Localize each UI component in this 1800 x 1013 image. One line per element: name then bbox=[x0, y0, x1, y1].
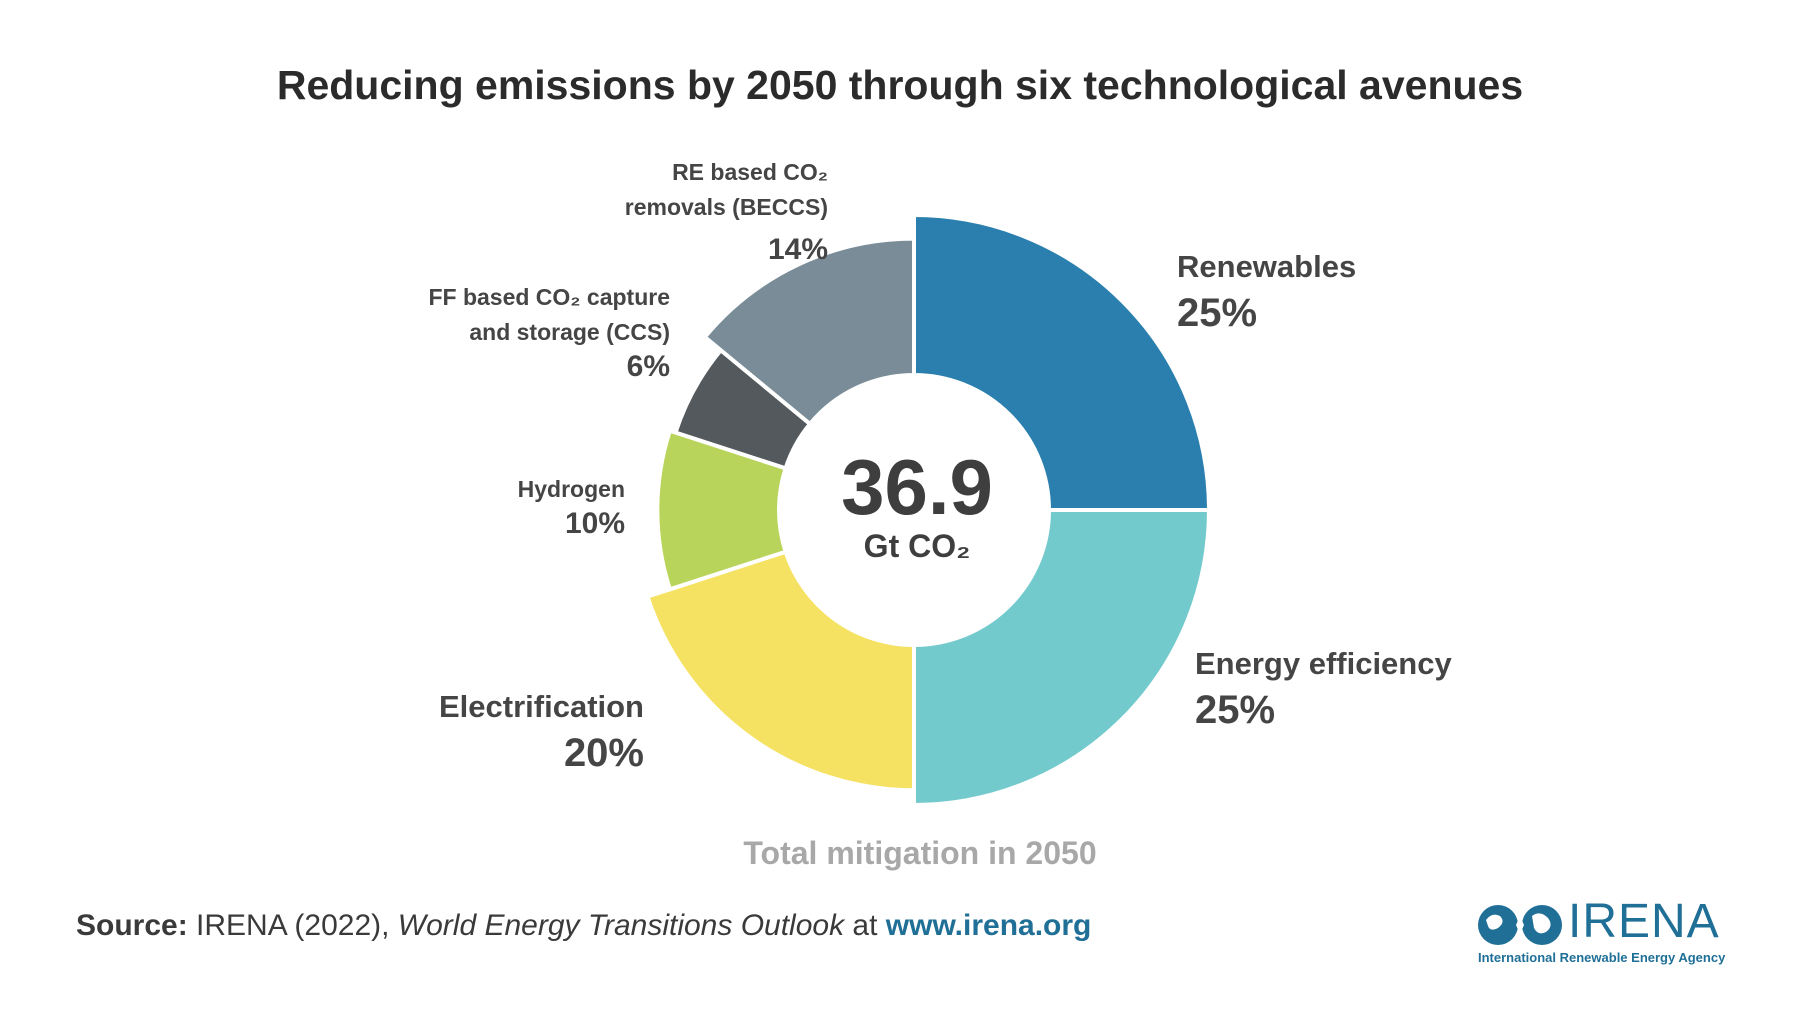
label-beccs: RE based CO₂ removals (BECCS) 14% bbox=[578, 155, 828, 267]
total-mitigation-caption: Total mitigation in 2050 bbox=[743, 835, 1097, 871]
slice-electrification bbox=[644, 549, 916, 793]
label-electrification-name: Electrification bbox=[439, 689, 644, 724]
source-note: Source: IRENA (2022), World Energy Trans… bbox=[76, 909, 1091, 943]
slice-hydrogen bbox=[655, 428, 789, 592]
slice-efficiency bbox=[912, 508, 1212, 808]
center-total: 36.9 Gt CO₂ bbox=[815, 446, 1019, 565]
label-electrification: Electrification 20% bbox=[380, 689, 644, 776]
label-hydrogen-value: 10% bbox=[564, 507, 625, 540]
irena-logo: IRENA International Renewable Energy Age… bbox=[1476, 895, 1736, 968]
source-connector: at bbox=[844, 909, 886, 942]
source-org: IRENA (2022), bbox=[187, 909, 398, 942]
label-hydrogen: Hydrogen 10% bbox=[440, 472, 625, 541]
label-renewables-value: 25% bbox=[1177, 291, 1258, 335]
label-energy-efficiency-value: 25% bbox=[1195, 688, 1276, 732]
chart-title: Reducing emissions by 2050 through six t… bbox=[276, 62, 1524, 108]
label-renewables-name: Renewables bbox=[1177, 249, 1357, 284]
source-url-link[interactable]: www.irena.org bbox=[885, 909, 1092, 942]
slice-beccs bbox=[702, 236, 916, 427]
center-total-unit: Gt CO₂ bbox=[863, 528, 971, 564]
label-beccs-name: RE based CO₂ removals (BECCS) bbox=[624, 159, 828, 220]
source-publication: World Energy Transitions Outlook bbox=[397, 909, 845, 942]
label-renewables: Renewables 25% bbox=[1177, 249, 1356, 336]
label-energy-efficiency: Energy efficiency 25% bbox=[1195, 646, 1452, 733]
label-ccs: FF based CO₂ capture and storage (CCS) 6… bbox=[410, 280, 670, 384]
donut-slices bbox=[644, 212, 1212, 808]
label-hydrogen-name: Hydrogen bbox=[517, 476, 625, 502]
logo-name: IRENA bbox=[1568, 895, 1720, 948]
slice-renewables bbox=[912, 212, 1212, 512]
label-beccs-value: 14% bbox=[767, 233, 828, 266]
globe-logo-icon bbox=[1478, 905, 1562, 945]
source-prefix: Source: bbox=[76, 909, 188, 942]
label-electrification-value: 20% bbox=[563, 731, 644, 775]
label-energy-efficiency-name: Energy efficiency bbox=[1195, 646, 1452, 681]
center-total-value: 36.9 bbox=[841, 443, 993, 531]
label-ccs-value: 6% bbox=[626, 350, 670, 383]
label-ccs-name: FF based CO₂ capture and storage (CCS) bbox=[428, 284, 670, 345]
logo-subtitle: International Renewable Energy Agency bbox=[1478, 950, 1726, 965]
